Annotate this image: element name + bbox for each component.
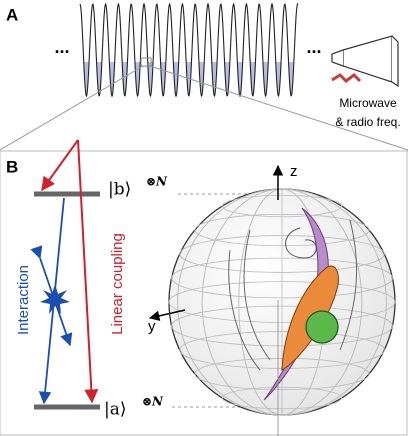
ellipsis: ... <box>306 37 321 57</box>
panel-label: A <box>6 5 18 24</box>
bloch-sphere <box>169 189 395 415</box>
caption: & radio freq. <box>335 115 400 129</box>
ellipsis: ... <box>54 37 69 57</box>
state-ket: |b⟩ <box>108 180 131 200</box>
axis-label: y <box>148 318 156 335</box>
state-power: ⊗N <box>142 395 164 409</box>
wave-fill <box>80 4 298 96</box>
waveform <box>80 4 298 96</box>
state-power: ⊗N <box>146 175 168 189</box>
coupling-arrow <box>42 140 78 190</box>
axis-label: z <box>290 163 298 180</box>
arrow-label: Linear coupling <box>109 233 126 335</box>
panel-label: B <box>6 157 18 176</box>
state-ket: |a⟩ <box>104 400 127 420</box>
horn-icon <box>332 36 398 86</box>
arrow-label: Interaction <box>15 265 32 335</box>
interaction-star <box>40 284 70 314</box>
figure: A ... ... Microwave & radio freq. B |b⟩ … <box>0 0 408 436</box>
coupling-arrow <box>78 140 92 402</box>
caption: Microwave <box>339 96 397 110</box>
